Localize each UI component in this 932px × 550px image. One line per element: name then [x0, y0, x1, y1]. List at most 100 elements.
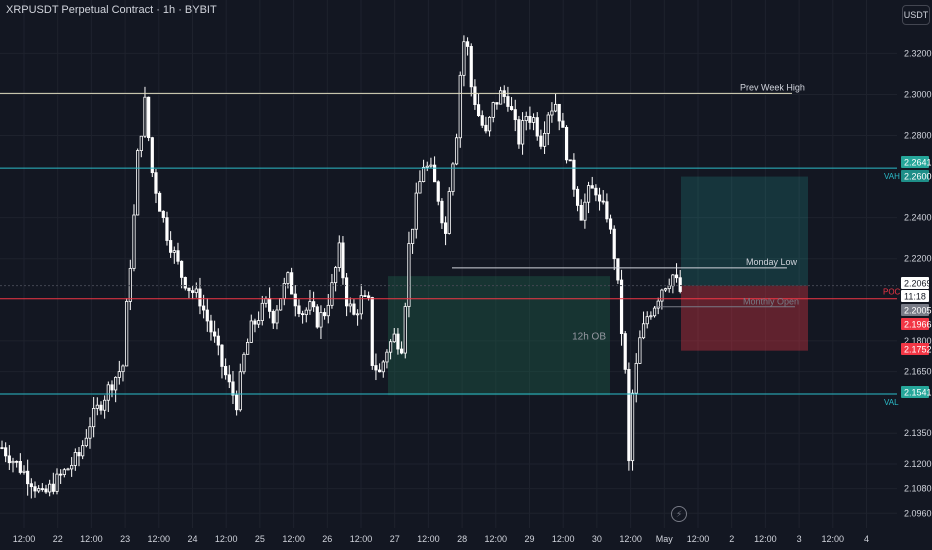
- candle-body: [103, 399, 107, 411]
- candle-body: [326, 304, 330, 317]
- y-tick-label: 2.1650: [904, 367, 932, 377]
- y-tick-label: 2.1350: [904, 428, 932, 438]
- candle-body: [377, 369, 382, 373]
- candle-body: [660, 289, 664, 302]
- candle-body: [645, 316, 649, 325]
- candle-body: [553, 103, 558, 112]
- x-tick-label: 12:00: [822, 534, 845, 544]
- candle-body: [114, 376, 118, 391]
- candle-body: [616, 258, 620, 281]
- x-tick-label: 26: [322, 534, 332, 544]
- x-tick-label: 29: [524, 534, 534, 544]
- candle-body: [106, 384, 110, 401]
- candle-body: [531, 117, 536, 123]
- candle-body: [594, 187, 598, 196]
- candle-body: [429, 164, 433, 167]
- x-tick-label: 12:00: [417, 534, 440, 544]
- y-tick-label: 2.2200: [904, 254, 932, 264]
- price-axis-badge-text: 2.1966: [904, 320, 932, 330]
- candle-body: [491, 102, 495, 118]
- currency-button[interactable]: USDT: [902, 5, 930, 25]
- candle-body: [528, 115, 532, 123]
- x-tick-label: 24: [187, 534, 197, 544]
- x-tick-label: 12:00: [148, 534, 171, 544]
- candle-body: [66, 468, 70, 471]
- candle-body: [143, 96, 147, 137]
- candle-body: [33, 486, 37, 492]
- candle-body: [667, 285, 671, 290]
- candle-body: [337, 242, 341, 268]
- x-tick-label: 12:00: [215, 534, 238, 544]
- y-tick-label: 2.2400: [904, 213, 932, 223]
- candle-body: [238, 371, 242, 411]
- candle-body: [509, 106, 514, 111]
- candle-body: [312, 301, 316, 308]
- candle-body: [249, 320, 253, 343]
- candle-body: [4, 447, 8, 457]
- candle-body: [139, 135, 143, 152]
- candle-body: [392, 333, 396, 343]
- candle-body: [345, 277, 349, 307]
- candle-body: [224, 366, 228, 376]
- x-tick-label: 12:00: [754, 534, 777, 544]
- x-tick-label: 3: [797, 534, 802, 544]
- x-tick-label: 12:00: [552, 534, 575, 544]
- candle-body: [70, 465, 74, 470]
- candle-body: [605, 201, 609, 220]
- candle-body: [40, 488, 44, 490]
- candle-body: [55, 473, 59, 492]
- monthly-open-label: Monthly Open: [743, 297, 799, 307]
- x-tick-label: 25: [255, 534, 265, 544]
- x-tick-label: 12:00: [13, 534, 36, 544]
- candle-body: [432, 164, 437, 183]
- candle-body: [476, 104, 481, 117]
- candle-body: [308, 301, 312, 311]
- order-block-zone: [388, 276, 610, 396]
- y-tick-label: 2.2800: [904, 131, 932, 141]
- candle-body: [330, 282, 334, 306]
- candle-body: [410, 228, 415, 244]
- x-tick-label: 30: [592, 534, 602, 544]
- candle-body: [407, 243, 411, 307]
- x-tick-label: 12:00: [282, 534, 305, 544]
- candle-body: [524, 115, 528, 122]
- candle-body: [279, 298, 283, 311]
- candle-body: [51, 483, 55, 492]
- candle-body: [88, 426, 92, 439]
- candle-body: [388, 341, 393, 353]
- candle-body: [37, 488, 41, 492]
- candle-body: [535, 117, 539, 137]
- price-axis-badge: [901, 170, 929, 182]
- candle-body: [385, 351, 389, 363]
- candle-body: [73, 452, 77, 466]
- candle-body: [447, 191, 451, 234]
- candle-body: [183, 277, 187, 289]
- lightning-icon[interactable]: ⚡: [671, 506, 687, 522]
- candle-body: [649, 315, 653, 318]
- candle-body: [656, 300, 660, 309]
- candle-body: [586, 185, 591, 203]
- price-axis-badge: [901, 343, 929, 355]
- price-axis-badge-text: 2.1541: [904, 388, 932, 398]
- candle-body: [542, 132, 547, 147]
- price-axis-badge-text: 2.2641: [904, 158, 932, 168]
- candle-body: [15, 460, 19, 463]
- candle-body: [590, 185, 594, 189]
- candle-body: [436, 181, 440, 202]
- candle-body: [348, 303, 352, 307]
- candle-body: [458, 74, 462, 139]
- candle-body: [293, 293, 297, 307]
- candle-body: [323, 312, 327, 317]
- x-tick-label: 12:00: [80, 534, 103, 544]
- candle-body: [663, 288, 668, 291]
- candle-body: [403, 306, 407, 354]
- candle-body: [198, 288, 202, 307]
- candle-body: [26, 470, 30, 485]
- candle-body: [465, 41, 470, 47]
- candle-body: [619, 279, 624, 334]
- candle-body: [209, 320, 213, 333]
- x-tick-label: 27: [390, 534, 400, 544]
- candle-body: [84, 437, 88, 447]
- poc-label: POC: [883, 288, 901, 297]
